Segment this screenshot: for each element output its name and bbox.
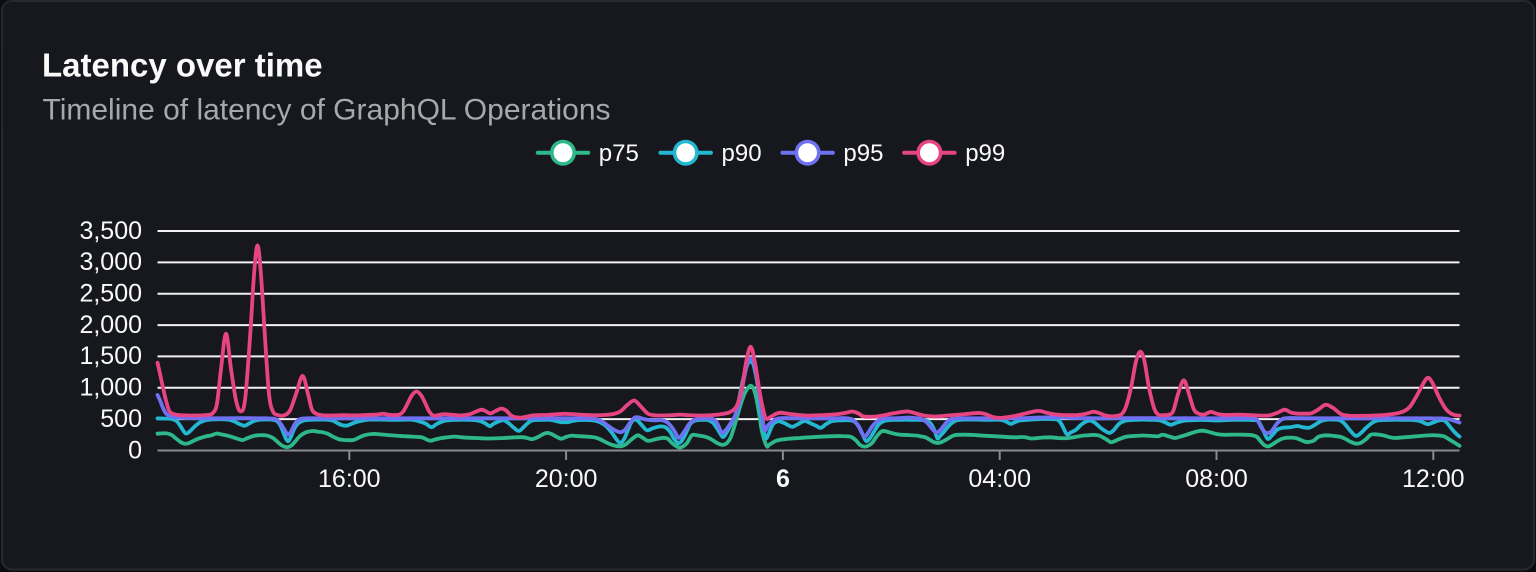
svg-text:12:00: 12:00	[1402, 465, 1465, 493]
svg-text:2,500: 2,500	[79, 280, 142, 308]
svg-text:04:00: 04:00	[968, 465, 1031, 493]
svg-text:1,500: 1,500	[79, 342, 142, 370]
svg-text:Timeline of latency of GraphQL: Timeline of latency of GraphQL Operation…	[43, 94, 611, 127]
svg-text:2,000: 2,000	[79, 311, 142, 339]
svg-text:16:00: 16:00	[318, 465, 381, 493]
svg-text:0: 0	[128, 436, 142, 464]
svg-text:3,500: 3,500	[79, 217, 142, 245]
svg-text:6: 6	[776, 465, 790, 493]
svg-text:08:00: 08:00	[1185, 465, 1248, 493]
svg-text:3,000: 3,000	[79, 248, 142, 276]
svg-text:20:00: 20:00	[535, 465, 598, 493]
svg-text:p90: p90	[722, 140, 762, 167]
svg-text:500: 500	[100, 405, 142, 433]
svg-text:p99: p99	[965, 140, 1005, 167]
svg-text:1,000: 1,000	[79, 374, 142, 402]
svg-text:p95: p95	[843, 140, 883, 167]
svg-text:p75: p75	[599, 140, 639, 167]
svg-text:Latency over time: Latency over time	[42, 47, 323, 84]
